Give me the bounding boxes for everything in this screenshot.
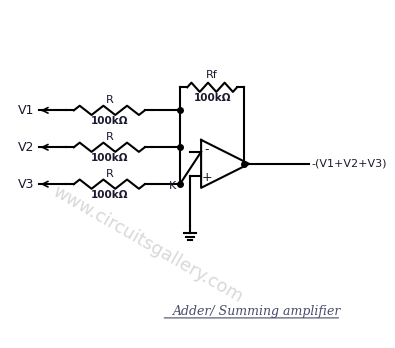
Text: V2: V2 xyxy=(18,141,34,154)
Text: V1: V1 xyxy=(18,104,34,117)
Text: Rf: Rf xyxy=(206,70,218,80)
Text: -: - xyxy=(204,143,209,157)
Text: 100kΩ: 100kΩ xyxy=(194,93,231,103)
Text: R: R xyxy=(105,95,113,105)
Text: -(V1+V2+V3): -(V1+V2+V3) xyxy=(312,159,387,169)
Text: R: R xyxy=(105,132,113,142)
Text: 100kΩ: 100kΩ xyxy=(90,117,128,126)
Text: V3: V3 xyxy=(18,177,34,191)
Text: +: + xyxy=(201,171,212,184)
Text: K: K xyxy=(169,181,176,191)
Text: R: R xyxy=(105,169,113,179)
Text: www.circuitsgallery.com: www.circuitsgallery.com xyxy=(49,182,246,306)
Text: 100kΩ: 100kΩ xyxy=(90,190,128,200)
Text: Adder/ Summing amplifier: Adder/ Summing amplifier xyxy=(173,305,341,318)
Text: 100kΩ: 100kΩ xyxy=(90,153,128,163)
